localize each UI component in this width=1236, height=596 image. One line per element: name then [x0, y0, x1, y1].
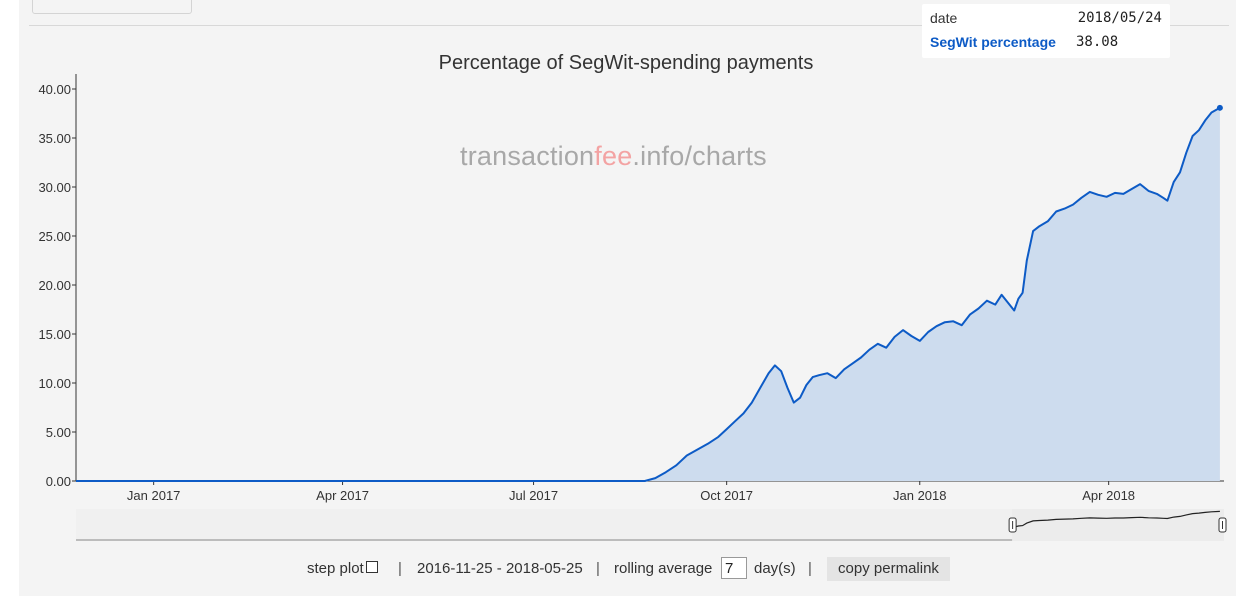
watermark-part1: transaction: [460, 141, 595, 171]
separator-3: |: [808, 560, 812, 577]
y-tick-label: 10.00: [38, 376, 71, 391]
separator-2: |: [596, 560, 600, 577]
rolling-average-input[interactable]: [721, 557, 747, 579]
y-tick-label: 15.00: [38, 327, 71, 342]
step-plot-checkbox[interactable]: [365, 561, 378, 573]
tooltip-date-label: date: [930, 10, 958, 26]
y-tick-label: 40.00: [38, 82, 71, 97]
x-tick-label: Jan 2018: [893, 488, 947, 503]
highlight-point: [1216, 104, 1223, 111]
x-tick-label: Oct 2017: [700, 488, 753, 503]
x-tick-label: Jul 2017: [509, 488, 558, 503]
top-control-box[interactable]: [32, 0, 192, 14]
range-overview-line: [1012, 510, 1220, 528]
y-tick-label: 30.00: [38, 180, 71, 195]
range-selector-unselected: [76, 509, 1013, 541]
y-tick-label: 20.00: [38, 278, 71, 293]
chart-controls: step plot | 2016-11-25 - 2018-05-25 | ro…: [0, 556, 1236, 582]
y-tick-label: 25.00: [38, 229, 71, 244]
tooltip-series-row: SegWit percentage 38.08: [930, 34, 1162, 54]
rolling-average-label: rolling average: [614, 560, 713, 577]
separator-1: |: [398, 560, 402, 577]
watermark-part2: fee: [594, 141, 633, 171]
days-label: day(s): [754, 560, 796, 577]
date-range-text: 2016-11-25 - 2018-05-25: [417, 560, 583, 577]
y-tick-label: 5.00: [46, 425, 71, 440]
copy-permalink-button[interactable]: copy permalink: [827, 557, 950, 581]
chart-title: Percentage of SegWit-spending payments: [439, 52, 814, 74]
x-tick-label: Apr 2018: [1082, 488, 1135, 503]
x-tick-label: Apr 2017: [316, 488, 369, 503]
watermark: transactionfee.info/charts: [460, 141, 767, 172]
step-plot-toggle[interactable]: step plot: [307, 560, 378, 577]
y-tick-label: 35.00: [38, 131, 71, 146]
tooltip-date-value: 2018/05/24: [1077, 10, 1162, 26]
tooltip-series-value: 38.08: [1076, 34, 1119, 50]
tooltip-date-row: date 2018/05/24: [930, 10, 1162, 30]
y-tick-label: 0.00: [46, 474, 71, 489]
tooltip-series-label: SegWit percentage: [930, 34, 1056, 50]
series-area: [76, 107, 1220, 482]
step-plot-label: step plot: [307, 560, 364, 577]
x-tick-label: Jan 2017: [127, 488, 181, 503]
hover-tooltip: date 2018/05/24 SegWit percentage 38.08: [922, 4, 1170, 58]
top-divider: [29, 25, 1229, 26]
series-line: [76, 106, 1221, 482]
watermark-part3: .info/charts: [632, 141, 767, 171]
